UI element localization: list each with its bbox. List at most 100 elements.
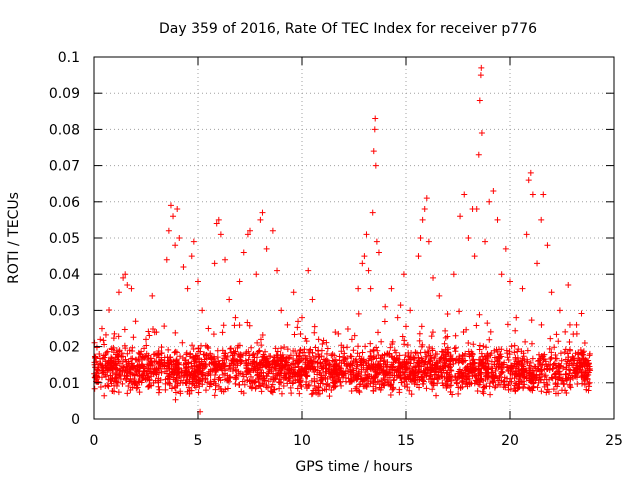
data-point — [168, 385, 175, 392]
data-point — [566, 339, 573, 346]
data-point — [293, 352, 300, 359]
data-point — [565, 282, 572, 289]
data-point — [104, 366, 111, 373]
data-point — [542, 372, 549, 379]
data-point — [525, 384, 532, 391]
data-point — [387, 391, 394, 398]
data-point — [278, 390, 285, 397]
data-point — [413, 359, 420, 366]
data-point — [514, 348, 521, 355]
data-point — [182, 360, 189, 367]
data-point — [436, 357, 443, 364]
data-point — [308, 391, 315, 398]
data-point — [232, 314, 239, 321]
data-point — [418, 323, 425, 330]
data-point — [578, 369, 585, 376]
data-point — [309, 296, 316, 303]
data-point — [239, 371, 246, 378]
data-point — [253, 354, 260, 361]
data-point — [467, 367, 474, 374]
data-point — [120, 274, 127, 281]
data-point — [538, 376, 545, 383]
data-point — [192, 384, 199, 391]
data-point — [201, 356, 208, 363]
data-point — [132, 356, 139, 363]
data-point — [520, 350, 527, 357]
data-point — [559, 375, 566, 382]
data-point — [187, 350, 194, 357]
data-point — [423, 353, 430, 360]
data-point — [188, 387, 195, 394]
data-point — [462, 365, 469, 372]
data-point — [476, 97, 483, 104]
data-point — [97, 360, 104, 367]
data-point — [312, 344, 319, 351]
data-point — [232, 376, 239, 383]
data-point — [512, 354, 519, 361]
data-point — [338, 382, 345, 389]
data-point — [208, 381, 215, 388]
data-point — [249, 358, 256, 365]
data-point — [335, 376, 342, 383]
data-point — [331, 375, 338, 382]
data-point — [401, 383, 408, 390]
data-point — [390, 363, 397, 370]
data-point — [567, 376, 574, 383]
data-point — [444, 349, 451, 356]
data-point — [101, 354, 108, 361]
data-point — [259, 353, 266, 360]
data-point — [372, 367, 379, 374]
data-point — [246, 322, 253, 329]
data-point — [580, 372, 587, 379]
data-point — [407, 307, 414, 314]
data-point — [215, 216, 222, 223]
data-point — [299, 314, 305, 321]
data-point — [194, 372, 201, 379]
data-point — [352, 385, 359, 392]
data-point — [563, 371, 570, 378]
data-point — [572, 373, 579, 380]
data-point — [251, 365, 258, 372]
data-point — [461, 191, 468, 198]
data-point — [528, 317, 535, 324]
data-point — [501, 381, 508, 388]
data-point — [512, 388, 519, 395]
data-point — [447, 373, 454, 380]
data-point — [363, 231, 370, 238]
data-point — [511, 349, 518, 356]
data-point — [356, 389, 363, 396]
data-point — [292, 370, 299, 377]
data-point — [105, 383, 112, 390]
data-point — [140, 354, 147, 361]
data-point — [269, 227, 276, 234]
data-point — [134, 363, 141, 370]
data-point — [161, 323, 168, 330]
data-point — [354, 361, 361, 368]
data-point — [373, 238, 380, 245]
data-point — [484, 375, 491, 382]
data-point — [180, 263, 187, 270]
data-point — [122, 271, 129, 278]
data-point — [365, 378, 372, 385]
y-tick-labels: 0 0.01 0.02 0.03 0.04 0.05 0.06 0.07 0.08 0.09 0.1 — [49, 50, 80, 428]
data-point — [471, 372, 478, 379]
data-point — [297, 330, 304, 337]
data-point — [473, 206, 480, 213]
data-point — [138, 379, 145, 386]
data-point — [396, 389, 403, 396]
data-point — [567, 347, 574, 354]
data-point — [113, 371, 120, 378]
data-point — [309, 364, 316, 371]
data-point — [371, 126, 378, 133]
data-point — [291, 331, 298, 338]
data-point — [391, 367, 398, 374]
data-point — [155, 389, 162, 396]
data-point — [106, 306, 113, 313]
data-point — [332, 356, 339, 363]
data-point — [543, 389, 550, 396]
data-point — [195, 345, 202, 352]
data-point — [131, 380, 138, 387]
data-point — [266, 366, 273, 373]
data-point — [488, 373, 495, 380]
data-point — [463, 326, 470, 333]
